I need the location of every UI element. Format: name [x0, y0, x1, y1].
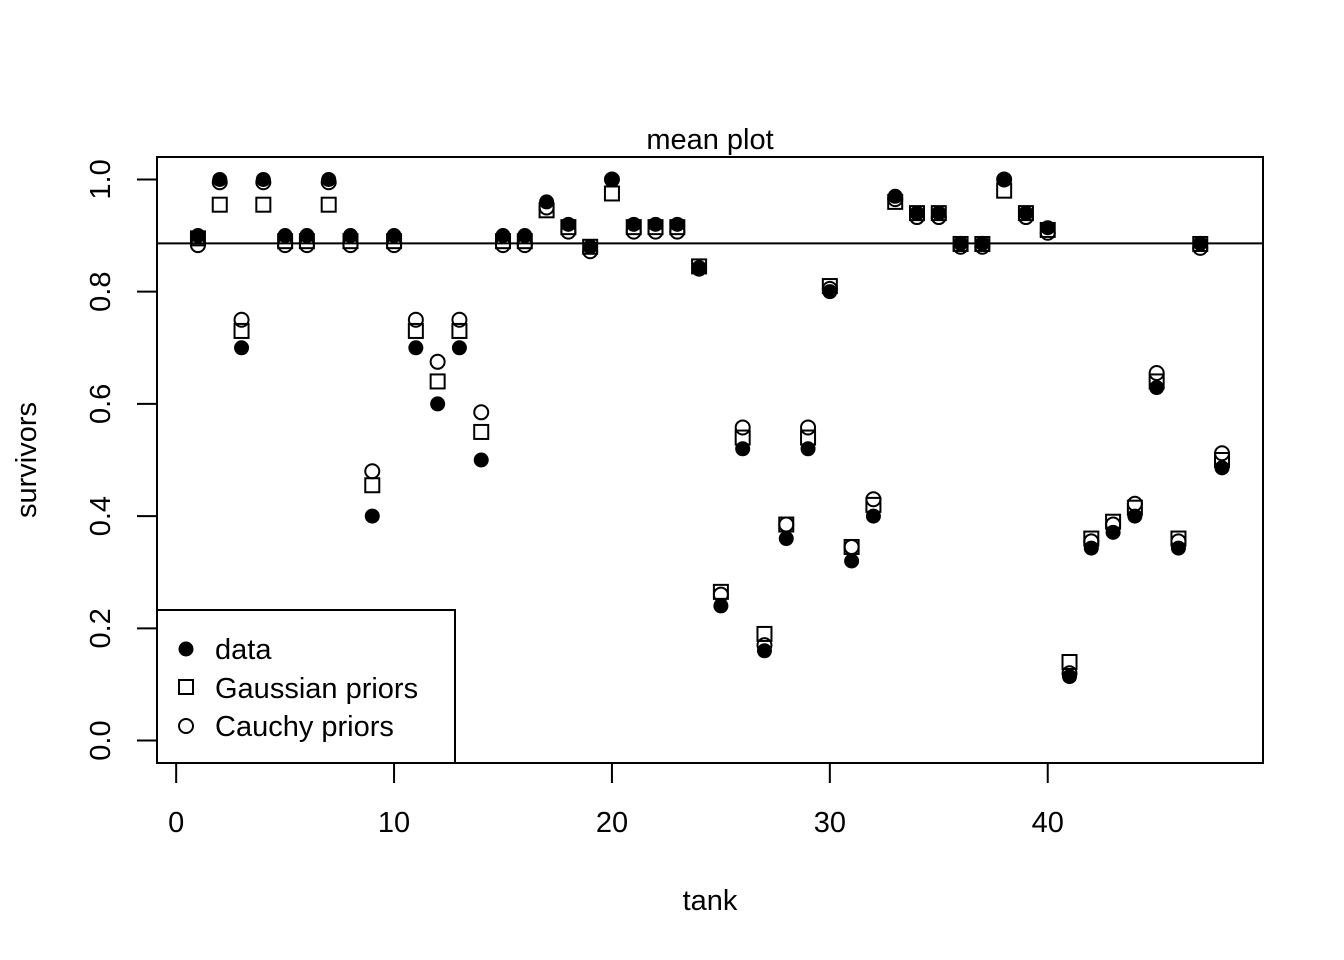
data-point [364, 508, 380, 524]
cauchy-prior-point [364, 463, 381, 480]
gaussian-prior-point [429, 373, 446, 390]
cauchy-prior-point [451, 311, 468, 328]
cauchy-prior-point [843, 538, 860, 555]
gaussian-prior-point [603, 185, 620, 202]
data-point [342, 228, 358, 244]
cauchy-prior-point [233, 311, 250, 328]
data-point [626, 216, 642, 232]
x-tick-label: 10 [378, 807, 410, 839]
data-point [604, 171, 620, 187]
data-point [1105, 524, 1121, 540]
gaussian-prior-point [407, 322, 424, 339]
data-point [386, 228, 402, 244]
data-point [713, 598, 729, 614]
gaussian-prior-point [233, 322, 250, 339]
gaussian-prior-point [451, 322, 468, 339]
x-tick-label: 30 [814, 807, 846, 839]
data-point [648, 216, 664, 232]
data-point [953, 235, 969, 251]
cauchy-prior-point [1148, 365, 1165, 382]
y-tick-label: 0.8 [85, 272, 117, 312]
data-point [1018, 205, 1034, 221]
data-point [909, 205, 925, 221]
x-tick-label: 20 [596, 807, 628, 839]
data-point [800, 441, 816, 457]
cauchy-prior-point [473, 404, 490, 421]
y-tick-label: 0.6 [85, 384, 117, 424]
legend-box [156, 609, 456, 764]
data-point [190, 228, 206, 244]
data-point [255, 171, 271, 187]
data-point [539, 194, 555, 210]
data-point [1083, 540, 1099, 556]
data-point [473, 452, 489, 468]
y-tick-label: 1.0 [85, 159, 117, 199]
data-point [582, 239, 598, 255]
data-point [1062, 669, 1078, 685]
data-point [430, 396, 446, 412]
x-tick-label: 40 [1032, 807, 1064, 839]
data-point [756, 643, 772, 659]
legend-marker-cauchy [178, 718, 194, 734]
cauchy-prior-point [800, 419, 817, 436]
data-point [495, 228, 511, 244]
data-point [277, 228, 293, 244]
data-point [931, 205, 947, 221]
legend-marker-data [178, 641, 194, 657]
data-point [234, 340, 250, 356]
gaussian-prior-point [255, 196, 272, 213]
gaussian-prior-point [364, 477, 381, 494]
legend-label-data: data [215, 634, 272, 666]
gaussian-prior-point [473, 423, 490, 440]
data-point [1214, 460, 1230, 476]
data-point [691, 261, 707, 277]
x-axis-label: tank [683, 885, 738, 917]
cauchy-prior-point [734, 419, 751, 436]
data-point [517, 228, 533, 244]
y-tick-label: 0.2 [85, 608, 117, 648]
cauchy-prior-point [407, 311, 424, 328]
cauchy-prior-point [865, 491, 882, 508]
data-point [735, 441, 751, 457]
cauchy-prior-point [429, 353, 446, 370]
legend: data Gaussian priors Cauchy priors [156, 609, 456, 764]
data-point [974, 235, 990, 251]
data-points [189, 171, 1231, 685]
data-point [996, 171, 1012, 187]
data-point [1149, 380, 1165, 396]
cauchy-prior-point [778, 516, 795, 533]
y-tick-label: 0.0 [85, 720, 117, 760]
data-point [778, 531, 794, 547]
y-axis: 0.0 0.2 0.4 0.6 0.8 1.0 [85, 159, 158, 761]
legend-marker-gaussian [178, 679, 194, 695]
x-axis: 0 10 20 30 40 [168, 762, 1064, 839]
data-point [822, 284, 838, 300]
gaussian-prior-point [756, 625, 773, 642]
data-point [865, 508, 881, 524]
data-point [1170, 540, 1186, 556]
data-point [212, 171, 228, 187]
data-point [560, 216, 576, 232]
data-point [451, 340, 467, 356]
y-tick-label: 0.4 [85, 496, 117, 536]
y-axis-label: survivors [11, 402, 43, 518]
data-point [299, 228, 315, 244]
gaussian-prior-point [320, 196, 337, 213]
chart-title: mean plot [646, 124, 773, 156]
data-point [844, 553, 860, 569]
gaussian-prior-point [211, 196, 228, 213]
data-point [669, 216, 685, 232]
data-point [887, 188, 903, 204]
data-point [408, 340, 424, 356]
legend-label-cauchy: Cauchy priors [215, 711, 394, 743]
data-point [1040, 220, 1056, 236]
gaussian-prior-point [1061, 654, 1078, 670]
legend-label-gaussian: Gaussian priors [215, 673, 418, 705]
x-tick-label: 0 [168, 807, 184, 839]
data-point [1127, 508, 1143, 524]
data-point [1192, 235, 1208, 251]
data-point [321, 171, 337, 187]
